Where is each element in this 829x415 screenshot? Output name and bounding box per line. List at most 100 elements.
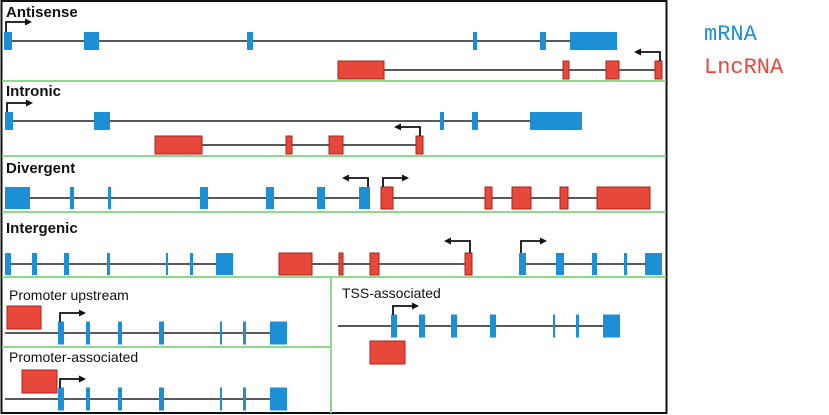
mrna-exon	[530, 112, 582, 130]
mrna-exon	[86, 387, 90, 411]
lncrna-exon	[285, 135, 293, 155]
mrna-exon	[5, 253, 11, 275]
mrna-exon	[58, 387, 64, 411]
mrna-exon	[190, 253, 193, 275]
lncrna-exon	[559, 186, 569, 210]
arrow-head	[634, 48, 641, 56]
tss-arrow-icon	[59, 375, 86, 388]
mrna-exon	[200, 187, 208, 209]
arrow-head	[26, 99, 33, 107]
mrna-exon	[576, 314, 579, 338]
lncrna-exon	[369, 340, 406, 365]
mrna-exon	[108, 187, 111, 209]
lncrna-exon	[654, 60, 663, 80]
mrna-transcript	[5, 387, 287, 411]
mrna-exon	[159, 321, 164, 345]
panel-label-promoter-associated: Promoter-associated	[9, 349, 138, 365]
mrna-exon	[58, 321, 64, 345]
arrow-head	[79, 309, 86, 317]
arrow-line	[6, 102, 29, 112]
lncrna-transcript	[154, 135, 424, 155]
tss-arrow-icon	[342, 174, 369, 187]
panel-label-divergent: Divergent	[6, 160, 75, 177]
arrow-line	[448, 240, 471, 253]
mrna-exon	[220, 387, 222, 411]
mrna-exon	[645, 253, 662, 275]
mrna-exon	[166, 253, 168, 275]
tss-arrow-icon	[394, 123, 421, 136]
mrna-exon	[107, 253, 110, 275]
mrna-exon	[556, 253, 564, 275]
lncrna-exon	[605, 60, 620, 80]
mrna-transcript	[4, 32, 617, 50]
lncrna-exon	[464, 252, 473, 276]
mrna-exon	[603, 314, 620, 338]
legend-mrna: mRNA	[704, 22, 757, 47]
lncrna-exon	[6, 305, 42, 330]
tss-arrow-icon	[382, 174, 409, 187]
arrow-line	[638, 51, 661, 61]
mrna-exon	[220, 321, 222, 345]
mrna-exon	[70, 187, 74, 209]
mrna-exon	[5, 187, 30, 209]
mrna-exon	[32, 253, 37, 275]
tss-arrow-icon	[444, 237, 471, 253]
panel-label-tss-associated: TSS-associated	[342, 285, 441, 301]
arrow-line	[5, 21, 28, 32]
mrna-exon	[243, 387, 246, 411]
mrna-exon	[317, 187, 325, 209]
mrna-exon	[553, 314, 555, 338]
lncrna-exon	[511, 186, 532, 210]
panel-label-intronic: Intronic	[6, 83, 61, 100]
mrna-exon	[391, 314, 397, 338]
arrow-head	[79, 375, 86, 383]
mrna-exon	[64, 253, 69, 275]
mrna-transcript	[5, 187, 370, 209]
arrow-head	[25, 18, 32, 26]
mrna-exon	[94, 112, 110, 130]
arrow-head	[412, 302, 419, 310]
tss-arrow-icon	[520, 237, 547, 253]
mrna-exon	[4, 32, 12, 50]
mrna-exon	[270, 321, 287, 345]
mrna-exon	[86, 321, 90, 345]
mrna-exon	[84, 32, 99, 50]
arrow-head	[342, 174, 349, 182]
tss-arrow-icon	[6, 99, 33, 112]
tss-arrow-icon	[392, 302, 419, 315]
arrow-head	[540, 237, 547, 245]
mrna-transcript	[519, 253, 662, 275]
arrow-line	[59, 378, 82, 388]
lncrna-exon	[278, 252, 313, 276]
lncrna-exon	[415, 135, 424, 155]
mrna-transcript	[5, 321, 287, 345]
mrna-exon	[247, 32, 253, 50]
mrna-exon	[270, 387, 287, 411]
lncrna-exon	[596, 186, 651, 210]
lncrna-exon	[328, 135, 344, 155]
mrna-exon	[5, 112, 13, 130]
arrow-line	[59, 312, 82, 322]
mrna-transcript	[338, 314, 620, 338]
lncrna-exon	[21, 369, 58, 394]
mrna-transcript	[5, 253, 233, 275]
mrna-exon	[216, 253, 233, 275]
legend-lncrna: LncRNA	[704, 55, 784, 80]
mrna-exon	[243, 321, 246, 345]
arrow-line	[520, 240, 543, 253]
mrna-exon	[451, 314, 457, 338]
arrow-line	[382, 177, 405, 187]
lncrna-exon	[380, 186, 394, 210]
mrna-transcript	[5, 112, 582, 130]
lncrna-exon	[154, 135, 203, 155]
mrna-exon	[359, 187, 370, 209]
mrna-exon	[419, 314, 425, 338]
arrow-line	[346, 177, 369, 187]
lncrna-exon	[369, 252, 380, 276]
panel-label-promoter-upstream: Promoter upstream	[9, 287, 129, 303]
lncrna-exon	[484, 186, 493, 210]
arrow-head	[394, 123, 401, 131]
panel-label-intergenic: Intergenic	[6, 220, 78, 237]
arrow-line	[392, 305, 415, 315]
